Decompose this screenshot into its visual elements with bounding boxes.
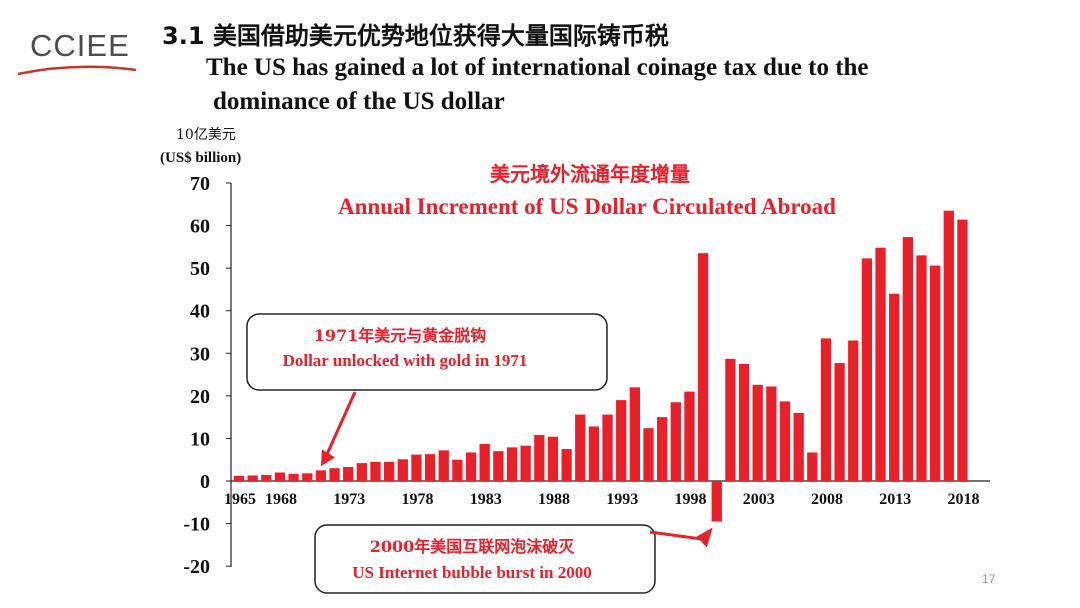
y-axis-unit-cn: 10亿美元 [176, 127, 236, 143]
y-tick-label: -20 [183, 556, 210, 578]
bar-1979 [424, 454, 436, 481]
bar-1978 [411, 454, 422, 481]
bar-1969 [288, 473, 299, 481]
annotation-box-1971 [246, 313, 608, 391]
annotation-box-2000 [314, 524, 656, 594]
bar-1988 [547, 436, 559, 481]
bar-2008 [820, 338, 832, 481]
bar-1989 [561, 449, 572, 481]
x-tick-label: 1998 [674, 491, 706, 508]
bar-1977 [397, 459, 408, 481]
bar-1998 [684, 391, 695, 481]
bar-1973 [343, 466, 354, 481]
bar-1993 [616, 400, 627, 481]
y-tick-label: 30 [190, 343, 210, 365]
x-tick-label: 2013 [879, 491, 911, 508]
annotation-2000-en: US Internet bubble burst in 2000 [352, 563, 591, 582]
x-tick-label: 1973 [333, 491, 365, 508]
chart-title: Annual Increment of US Dollar Circulated… [338, 194, 836, 219]
bar-2005 [779, 401, 791, 481]
bar-1965 [233, 475, 245, 481]
page-number: 17 [982, 572, 996, 586]
annotation-1971-cn: 1971年美元与黄金脱钩 [314, 326, 487, 345]
y-tick-label: 0 [200, 471, 210, 493]
bar-1981 [452, 459, 463, 481]
bar-1971 [315, 470, 327, 481]
x-tick-label: 1983 [470, 491, 502, 508]
logo: CCIEE [16, 28, 138, 80]
annotation-2000-cn: 2000年美国互联网泡沫破灭 [370, 537, 576, 556]
y-tick-label: 70 [190, 173, 210, 195]
bar-2001 [725, 358, 736, 481]
bar-2011 [861, 258, 873, 481]
bar-2014 [902, 237, 913, 481]
bar-1966 [247, 475, 258, 481]
bar-2006 [793, 412, 804, 481]
bar-1974 [356, 463, 367, 481]
y-tick-label: 40 [190, 301, 210, 323]
y-tick-label: 60 [190, 216, 210, 238]
y-tick-label: 50 [190, 258, 210, 280]
bar-1992 [602, 414, 613, 481]
bar-1990 [575, 414, 586, 481]
bar-1983 [479, 443, 490, 481]
bar-2016 [930, 265, 941, 481]
x-tick-label: 1988 [538, 491, 570, 508]
y-tick-label: 10 [190, 428, 210, 450]
bar-1995 [643, 428, 654, 481]
annotation-1971-en: Dollar unlocked with gold in 1971 [283, 351, 528, 370]
bar-1996 [657, 417, 668, 481]
annotation-arrow-2000 [649, 530, 705, 541]
logo-swoosh-icon [17, 65, 137, 76]
bar-1997 [670, 402, 681, 481]
y-tick-label: 20 [190, 386, 210, 408]
x-tick-label: 2003 [743, 491, 775, 508]
bar-2004 [766, 386, 777, 481]
bar-1975 [370, 461, 381, 481]
bar-1986 [520, 445, 531, 481]
logo-text: CCIEE [30, 28, 130, 63]
x-tick-label: 1993 [606, 491, 638, 508]
bar-2003 [752, 384, 763, 481]
x-tick-label: 1968 [265, 491, 297, 508]
bar-2002 [738, 363, 750, 481]
annotation-arrow-1971 [325, 391, 357, 455]
x-tick-label: 2018 [947, 491, 979, 508]
bar-2013 [889, 293, 900, 481]
bar-2009 [834, 363, 845, 481]
bar-1976 [384, 461, 395, 481]
bar-1985 [506, 447, 518, 481]
bar-1967 [261, 475, 272, 481]
bar-1972 [329, 468, 340, 481]
slide-title-en-line1: The US has gained a lot of international… [206, 54, 869, 81]
y-tick-label: -10 [183, 514, 210, 536]
bar-1968 [274, 472, 286, 481]
bar-1984 [493, 451, 504, 481]
chart-title-cn: 美元境外流通年度增量 [490, 162, 690, 186]
bar-1982 [465, 452, 477, 481]
slide-title-en-line2: dominance of the US dollar [213, 88, 505, 115]
bar-2018 [957, 219, 968, 482]
bar-2000 [711, 481, 722, 522]
bar-1999 [697, 253, 709, 481]
annotation-arrowhead-1971 [320, 449, 335, 467]
slide-title-cn: 3.1 美国借助美元优势地位获得大量国际铸币税 [162, 22, 669, 50]
y-axis-unit-en: (US$ billion) [160, 150, 242, 166]
bar-2015 [916, 255, 927, 481]
x-tick-label: 1965 [224, 491, 256, 508]
bar-2007 [807, 452, 818, 481]
bar-1991 [588, 426, 600, 481]
bar-2017 [943, 210, 954, 482]
annotation-arrowhead-2000 [696, 527, 713, 548]
bar-1970 [302, 473, 313, 481]
x-tick-label: 2008 [811, 491, 843, 508]
bar-2012 [875, 247, 886, 481]
bar-1980 [438, 450, 449, 481]
bar-2010 [848, 340, 859, 481]
x-tick-label: 1978 [401, 491, 433, 508]
bar-1987 [534, 435, 545, 481]
bar-1994 [629, 387, 640, 481]
